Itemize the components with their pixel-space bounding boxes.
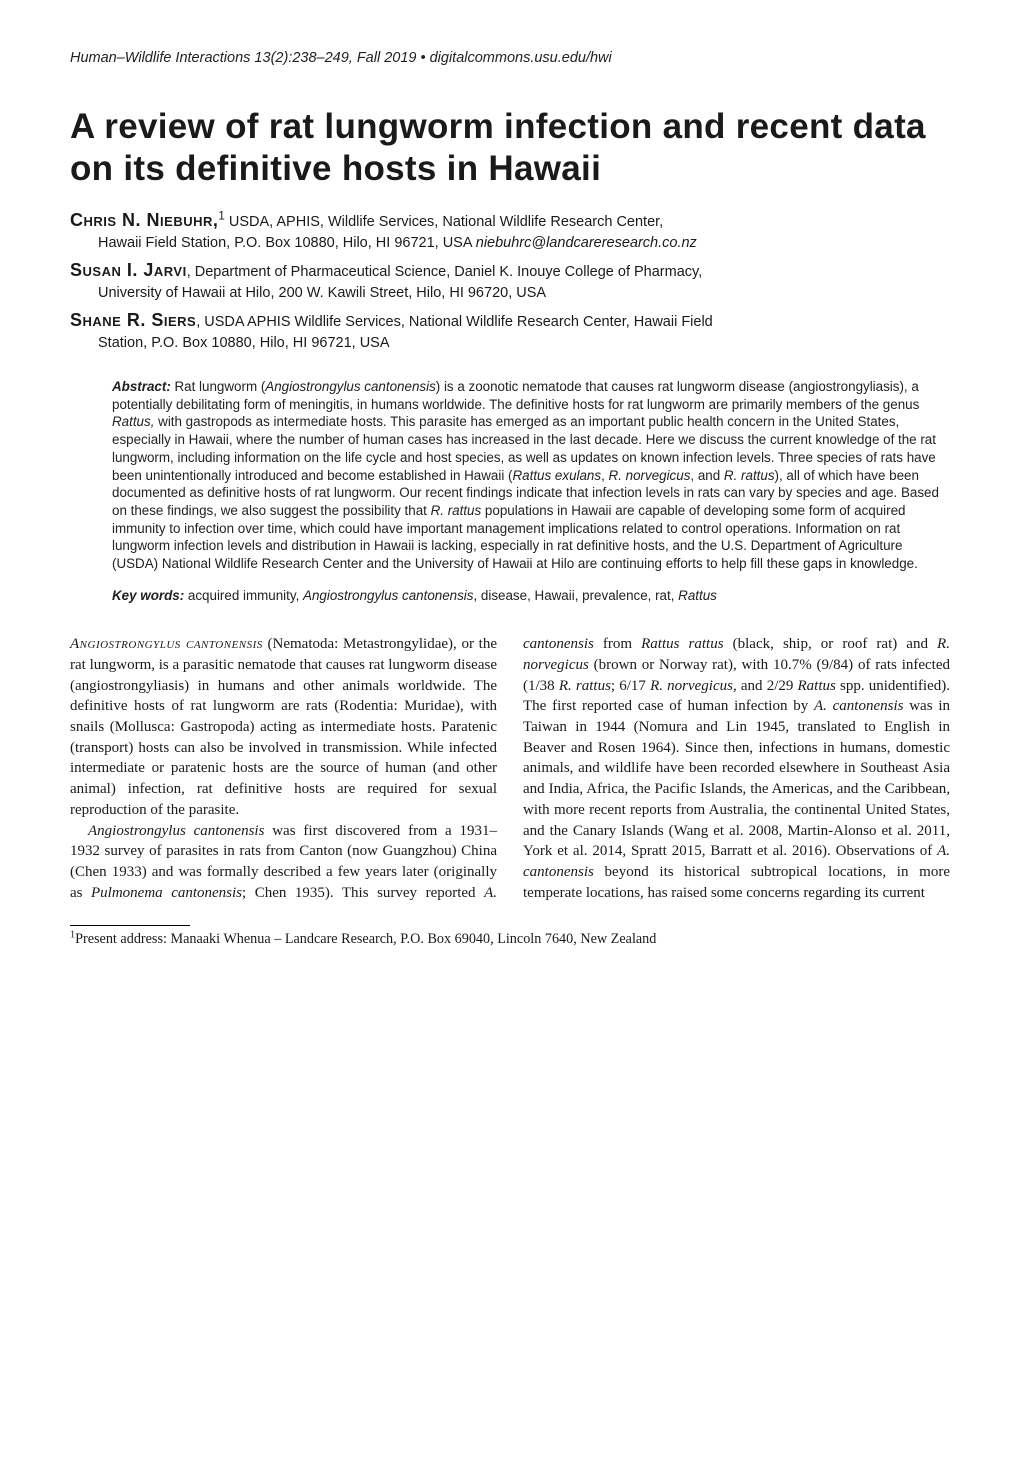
kw-t2: , disease, Hawaii, prevalence, rat, [473,588,678,603]
keywords: Key words: acquired immunity, Angiostron… [112,587,950,605]
b2a: Angiostrongylus cantonensis [88,823,264,839]
footnote-text: Present address: Manaaki Whenua – Landca… [75,931,656,947]
body-text: Angiostrongylus cantonensis (Nematoda: M… [70,634,950,903]
kw-i1: Angiostrongylus cantonensis [303,588,473,603]
author-block-0: Chris N. Niebuhr,1 USDA, APHIS, Wildlife… [70,210,950,254]
b2d: ; Chen 1935). This survey reported [242,885,484,901]
b2o: Rattus [798,678,836,694]
author-affil-line2-1: University of Hawaii at Hilo, 200 W. Kaw… [70,283,950,304]
abstract-i2: Rattus, [112,414,154,429]
b2l: ; 6/17 [611,678,650,694]
journal-name: Human–Wildlife Interactions [70,50,250,66]
author-block-2: Shane R. Siers, USDA APHIS Wildlife Serv… [70,310,950,354]
abstract: Abstract: Rat lungworm (Angiostrongylus … [112,378,950,573]
b2h: (black, ship, or roof rat) and [724,636,937,652]
author-name-2: Shane R. Siers [70,310,196,330]
b2g: Rattus rattus [641,636,723,652]
b2n: , and 2/29 [733,678,798,694]
abstract-i5: R. rattus [724,468,775,483]
abstract-i4: R. norvegicus [609,468,691,483]
body-p1: Angiostrongylus cantonensis (Nematoda: M… [70,634,497,820]
b2f: from [594,636,641,652]
kw-t1: acquired immunity, [184,588,303,603]
keywords-label: Key words: [112,588,184,603]
abstract-label: Abstract: [112,379,171,394]
body-p1-rest: (Nematoda: Metastrongylidae), or the rat… [70,636,497,818]
b2k: R. rattus [559,678,611,694]
abstract-t1: Rat lungworm ( [171,379,266,394]
abstract-i1: Angiostrongylus cantonensis [265,379,435,394]
running-head: Human–Wildlife Interactions 13(2):238–24… [70,50,950,66]
author-affil-inline-1: , Department of Pharmaceutical Science, … [187,264,703,280]
footnote: 1Present address: Manaaki Whenua – Landc… [70,930,950,948]
author-email-0: niebuhrc@landcareresearch.co.nz [476,235,697,251]
author-affil-text-0: Hawaii Field Station, P.O. Box 10880, Hi… [98,235,476,251]
abstract-i3: Rattus exulans [513,468,602,483]
author-name-0: Chris N. Niebuhr, [70,210,218,230]
abstract-t5: , and [690,468,724,483]
journal-citation: 13(2):238–249, Fall 2019 • digitalcommon… [250,50,611,66]
b2r: was in Taiwan in 1944 (Nomura and Lin 19… [523,698,950,859]
b2c: Pulmonema cantonensis [91,885,242,901]
abstract-t4: , [601,468,608,483]
author-block-1: Susan I. Jarvi, Department of Pharmaceut… [70,260,950,304]
lead-word: Angiostrongylus cantonensis [70,636,263,652]
article-title: A review of rat lungworm infection and r… [70,106,950,190]
author-affil-line2-2: Station, P.O. Box 10880, Hilo, HI 96721,… [70,333,950,354]
abstract-i6: R. rattus [431,503,482,518]
b2m: R. norvegicus [650,678,733,694]
author-name-1: Susan I. Jarvi [70,260,187,280]
author-affil-inline-0: USDA, APHIS, Wildlife Services, National… [225,214,663,230]
kw-i2: Rattus [678,588,717,603]
author-affil-line2-0: Hawaii Field Station, P.O. Box 10880, Hi… [70,233,950,254]
b2q: A. cantonensis [814,698,904,714]
author-affil-inline-2: , USDA APHIS Wildlife Services, National… [196,314,713,330]
footnote-rule [70,925,190,926]
